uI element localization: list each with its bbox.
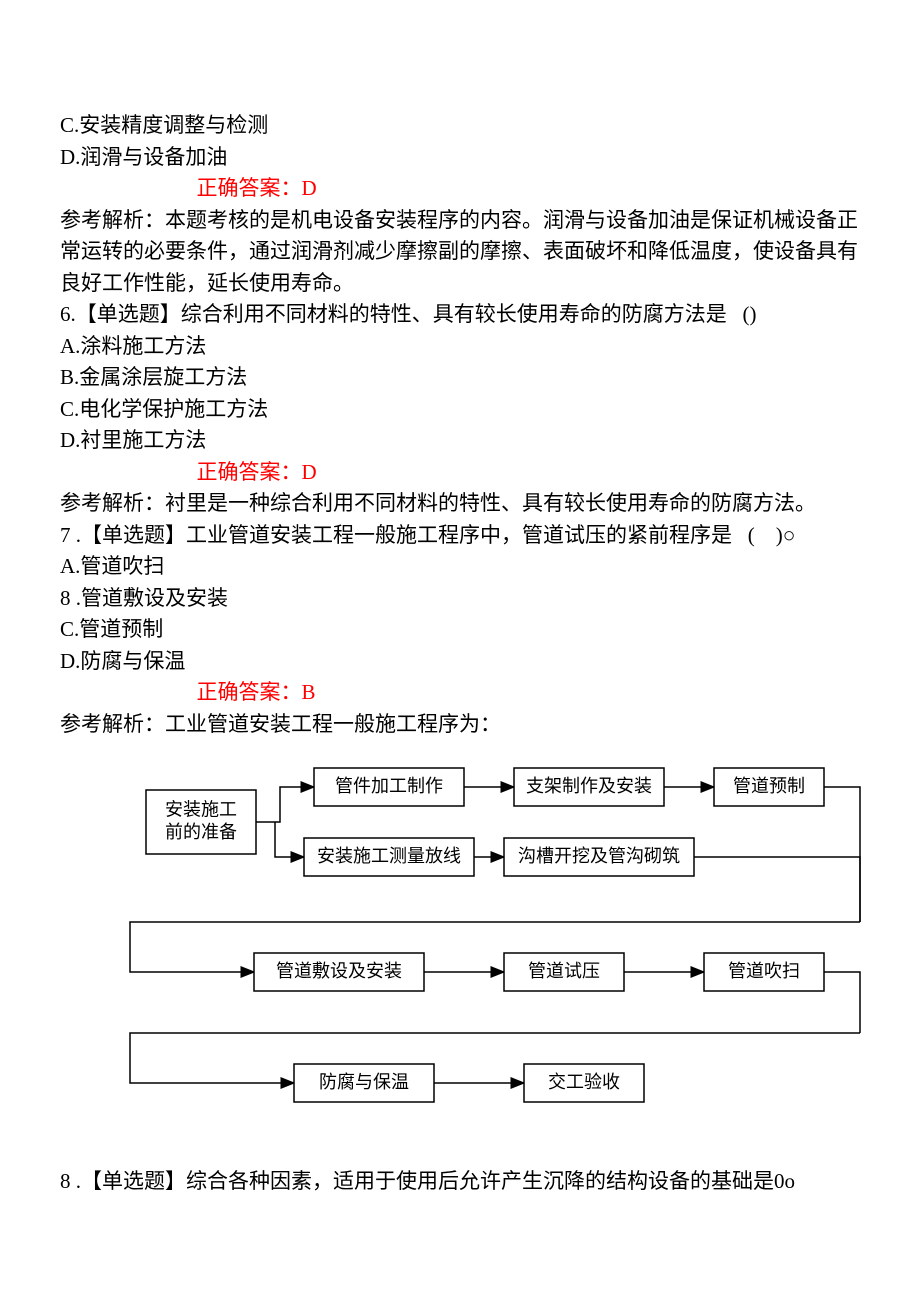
answer-5: 正确答案：D: [60, 173, 860, 205]
explanation-6: 参考解析：衬里是一种综合利用不同材料的特性、具有较长使用寿命的防腐方法。: [60, 488, 860, 520]
flowchart-diagram: 安装施工前的准备 管件加工制作 支架制作及安装 管道预制安装施工测量放线 沟槽开挖及管沟…: [90, 758, 860, 1148]
explanation-7: 参考解析：工业管道安装工程一般施工程序为：: [60, 709, 860, 741]
svg-text:管道预制: 管道预制: [733, 776, 805, 796]
svg-text:安装施工: 安装施工: [165, 800, 237, 820]
svg-text:沟槽开挖及管沟砌筑: 沟槽开挖及管沟砌筑: [518, 846, 680, 866]
q7-option-d: D.防腐与保温: [60, 646, 860, 678]
svg-text:管道吹扫: 管道吹扫: [728, 961, 800, 981]
q7-option-b: 8 .管道敷设及安装: [60, 583, 860, 615]
answer-6-text: 正确答案：D: [197, 460, 317, 484]
svg-text:管道敷设及安装: 管道敷设及安装: [276, 961, 402, 981]
option-d: D.润滑与设备加油: [60, 142, 860, 174]
svg-text:支架制作及安装: 支架制作及安装: [526, 776, 652, 796]
question-6: 6.【单选题】综合利用不同材料的特性、具有较长使用寿命的防腐方法是 (): [60, 299, 860, 331]
q6-option-d: D.衬里施工方法: [60, 425, 860, 457]
svg-text:安装施工测量放线: 安装施工测量放线: [317, 846, 461, 866]
q6-option-b: B.金属涂层旋工方法: [60, 362, 860, 394]
answer-5-text: 正确答案：D: [197, 176, 317, 200]
svg-text:管件加工制作: 管件加工制作: [335, 776, 443, 796]
q7-option-a: A.管道吹扫: [60, 551, 860, 583]
svg-text:管道试压: 管道试压: [528, 961, 600, 981]
question-8: 8 .【单选题】综合各种因素，适用于使用后允许产生沉降的结构设备的基础是0o: [60, 1166, 860, 1198]
svg-text:防腐与保温: 防腐与保温: [319, 1072, 409, 1092]
q6-option-c: C.电化学保护施工方法: [60, 394, 860, 426]
flowchart-svg: 安装施工前的准备 管件加工制作 支架制作及安装 管道预制安装施工测量放线 沟槽开挖及管沟…: [90, 758, 880, 1138]
q6-option-a: A.涂料施工方法: [60, 331, 860, 363]
answer-6: 正确答案：D: [60, 457, 860, 489]
svg-text:交工验收: 交工验收: [548, 1072, 620, 1092]
q7-option-c: C.管道预制: [60, 614, 860, 646]
explanation-5: 参考解析：本题考核的是机电设备安装程序的内容。润滑与设备加油是保证机械设备正常运…: [60, 205, 860, 300]
question-7: 7 .【单选题】工业管道安装工程一般施工程序中，管道试压的紧前程序是 ( )○: [60, 520, 860, 552]
svg-text:前的准备: 前的准备: [165, 822, 237, 842]
answer-7-text: 正确答案：B: [197, 680, 316, 704]
answer-7: 正确答案：B: [60, 677, 860, 709]
document-page: C.安装精度调整与检测 D.润滑与设备加油 正确答案：D 参考解析：本题考核的是…: [0, 0, 920, 1237]
option-c: C.安装精度调整与检测: [60, 110, 860, 142]
